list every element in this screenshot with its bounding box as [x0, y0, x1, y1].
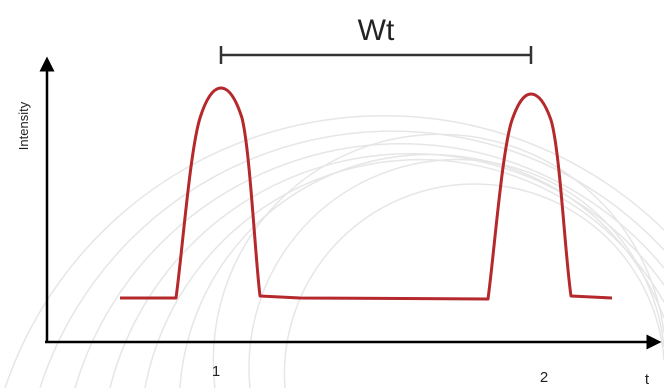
background-arc [248, 158, 664, 388]
background-arc [109, 152, 664, 388]
background-arc [179, 153, 664, 388]
background-arc [283, 183, 664, 388]
background-arc [212, 133, 664, 388]
signal-trace [120, 86, 613, 301]
x-axis-label: t [645, 371, 650, 388]
peak-label-1: 1 [212, 363, 220, 380]
background-arc [144, 158, 664, 388]
width-span-bar [219, 46, 533, 64]
width-label: Wt [358, 14, 395, 47]
background-arc [4, 114, 664, 388]
background-arc [39, 130, 664, 388]
background-arc [74, 143, 664, 388]
background-arcs [4, 114, 664, 388]
y-axis-label: Intensity [16, 101, 31, 150]
peak-label-2: 2 [540, 369, 548, 386]
